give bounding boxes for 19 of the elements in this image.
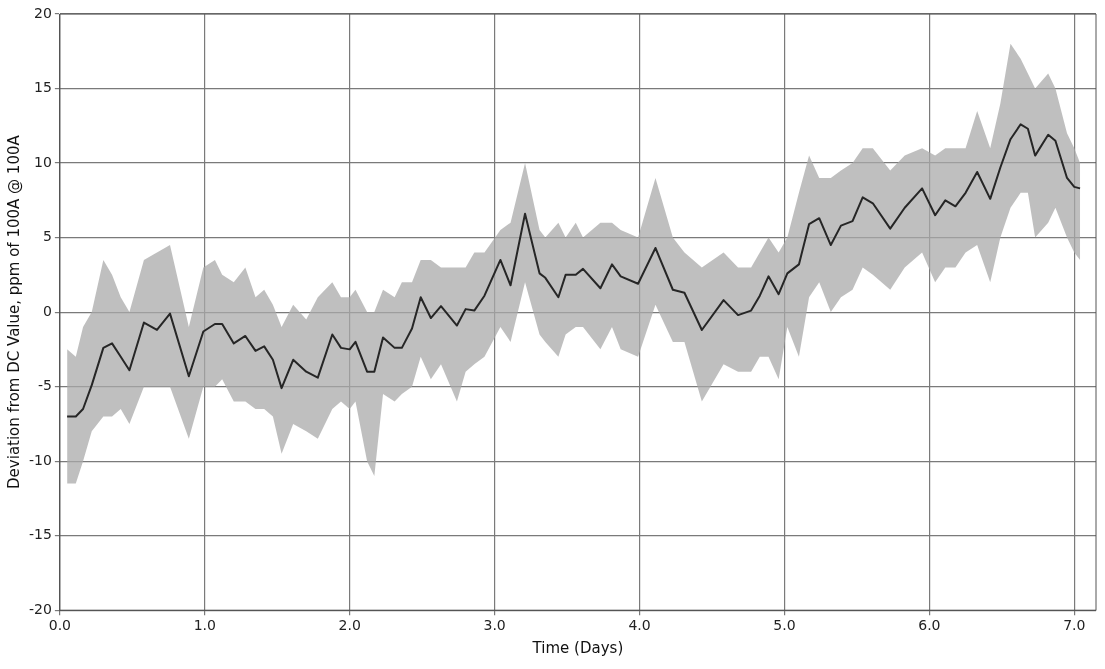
x-tick-label: 1.0 — [193, 617, 216, 634]
x-tick-label: 2.0 — [338, 617, 361, 634]
x-tick-label: 6.0 — [918, 617, 941, 634]
y-tick-label: 15 — [34, 79, 52, 96]
y-tick-label: 20 — [34, 4, 52, 21]
y-tick-label: 5 — [42, 228, 52, 245]
y-tick-label: -20 — [28, 600, 52, 617]
x-tick-label: 0.0 — [48, 617, 71, 634]
x-axis-title: Time (Days) — [531, 638, 624, 657]
y-tick-label: 0 — [42, 302, 52, 319]
x-tick-label: 7.0 — [1063, 617, 1086, 634]
x-tick-label: 5.0 — [773, 617, 796, 634]
y-tick-label: -15 — [28, 526, 52, 543]
x-tick-label: 4.0 — [628, 617, 651, 634]
y-tick-label: 10 — [34, 153, 52, 170]
x-tick-label: 3.0 — [483, 617, 506, 634]
y-tick-label: -10 — [28, 451, 52, 468]
y-axis-title: Deviation from DC Value, ppm of 100A @ 100A — [4, 134, 23, 489]
y-tick-label: -5 — [37, 377, 52, 394]
